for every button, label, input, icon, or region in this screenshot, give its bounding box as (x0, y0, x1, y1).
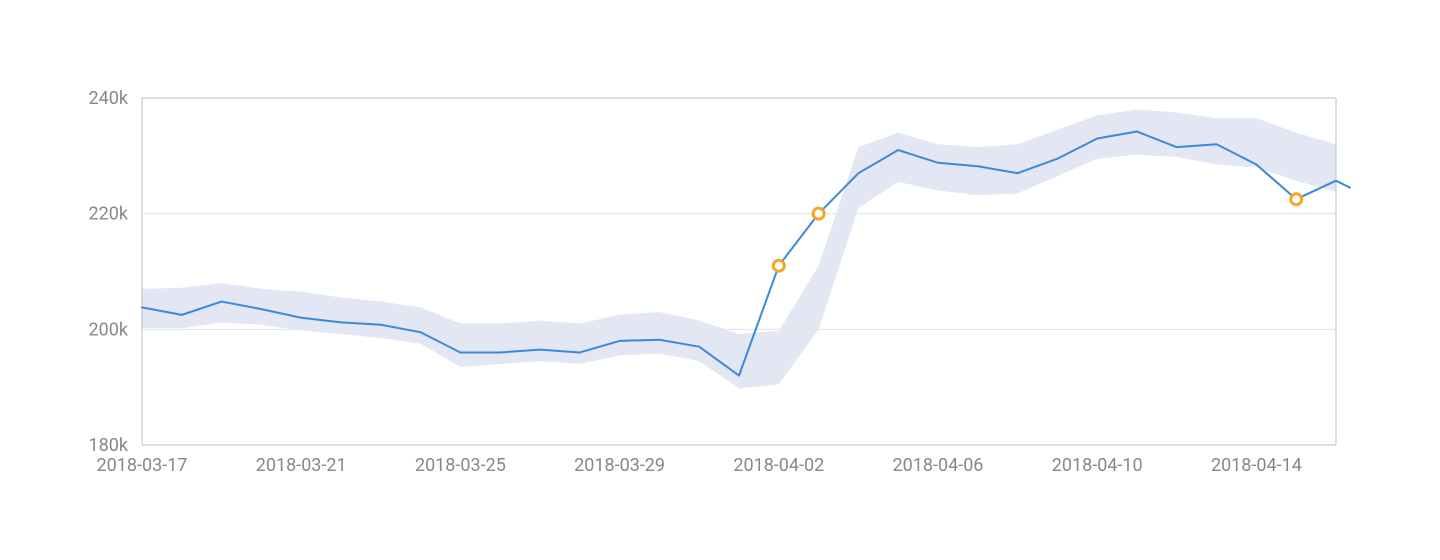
anomaly-marker (813, 208, 824, 219)
timeseries-anomaly-chart: 180k 200k 220k 240k 2018-03-17 2018-03-21 2018… (0, 0, 1440, 560)
anomaly-marker (1291, 194, 1302, 205)
anomaly-marker (773, 260, 784, 271)
chart-svg: 180k 200k 220k 240k 2018-03-17 2018-03-21 2018… (0, 0, 1440, 560)
y-axis-tick-label: 180k (89, 435, 129, 456)
y-axis-tick-label: 220k (89, 204, 129, 225)
x-axis-tick-label: 2018-04-06 (893, 455, 984, 476)
x-axis-tick-label: 2018-04-10 (1052, 455, 1143, 476)
x-axis-tick-label: 2018-03-21 (256, 455, 347, 476)
y-axis-tick-label: 200k (89, 319, 129, 340)
x-axis-tick-label: 2018-03-17 (97, 455, 188, 476)
y-axis-tick-label: 240k (89, 88, 129, 109)
x-axis-tick-label: 2018-03-29 (574, 455, 665, 476)
x-axis-tick-label: 2018-04-14 (1211, 455, 1302, 476)
x-axis-tick-label: 2018-04-02 (733, 455, 824, 476)
x-axis-tick-label: 2018-03-25 (415, 455, 506, 476)
